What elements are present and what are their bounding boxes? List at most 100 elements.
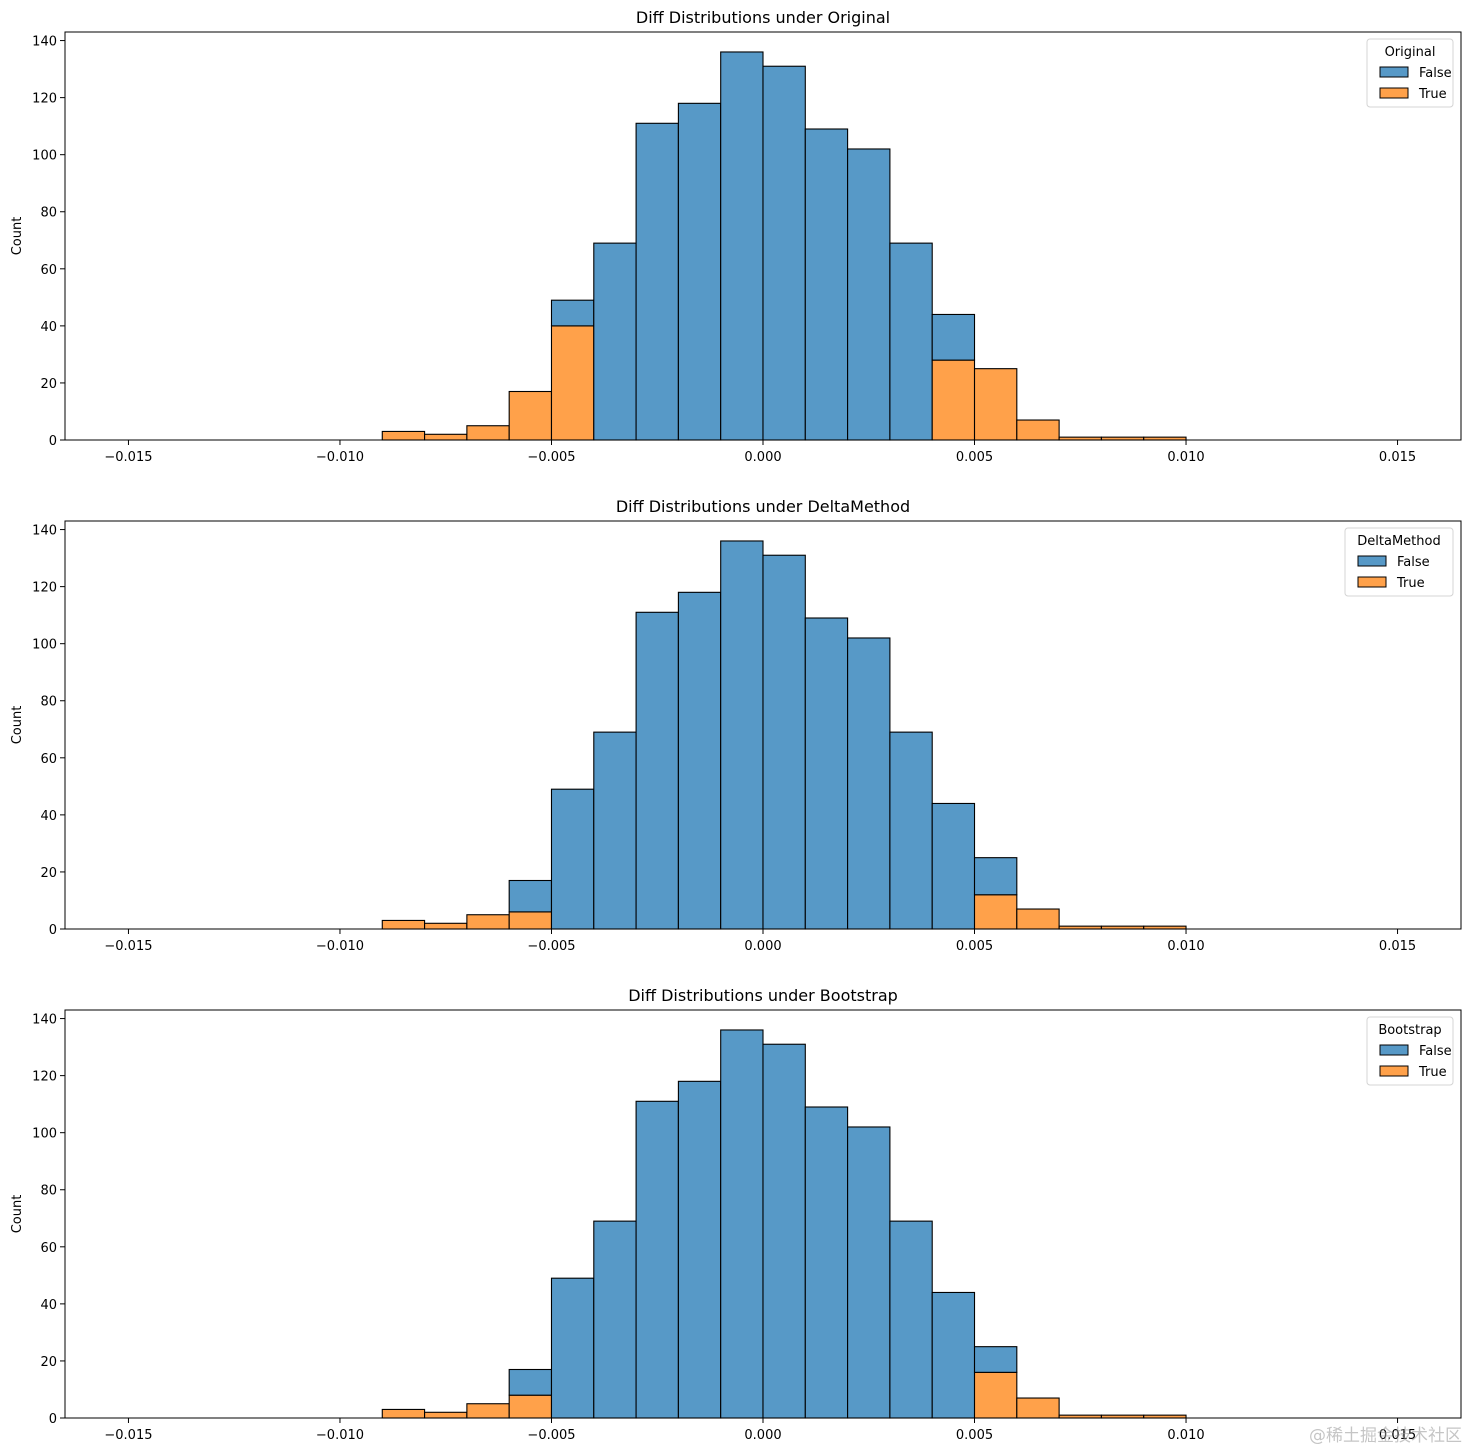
x-tick-label: 0.010 (1167, 939, 1204, 954)
bar-true (1016, 419, 1060, 441)
watermark: @稀土掘金技术社区 (1309, 1426, 1462, 1446)
y-tick-label: 120 (32, 92, 57, 107)
legend-label-true: True (1418, 87, 1447, 102)
bar-false (931, 313, 976, 361)
x-tick-label: 0.015 (1379, 450, 1416, 465)
legend: Bootstrap False True (1366, 1016, 1454, 1086)
bar-false (847, 637, 891, 930)
y-tick-label: 60 (40, 263, 57, 278)
bar-false (550, 788, 595, 930)
x-tick-label: 0.000 (744, 1428, 781, 1443)
bar-false (635, 122, 679, 441)
bar-false (508, 879, 553, 913)
y-axis-label: Count (10, 1195, 25, 1234)
y-tick-label: 0 (49, 923, 57, 938)
y-tick-label: 80 (40, 206, 57, 221)
x-tick-label: −0.005 (527, 939, 575, 954)
bar-false (973, 1346, 1018, 1373)
bar-false (720, 540, 764, 930)
bar-true (466, 1403, 510, 1419)
bar-true (381, 1408, 426, 1419)
y-tick-label: 20 (40, 377, 57, 392)
bar-false (593, 731, 637, 930)
legend: Original False True (1366, 38, 1454, 108)
bar-true (381, 430, 426, 441)
bar-false (931, 802, 976, 930)
bar-false (720, 1029, 764, 1419)
bar-true (550, 325, 595, 441)
y-tick-label: 20 (40, 866, 57, 881)
legend-swatch-false (1379, 1044, 1409, 1056)
chart-title: Diff Distributions under DeltaMethod (616, 497, 910, 516)
y-axis-label: Count (10, 706, 25, 745)
bar-true (508, 390, 553, 441)
bar-false (889, 1220, 933, 1419)
bar-false (804, 617, 849, 930)
bar-false (593, 242, 637, 441)
bar-false (889, 731, 933, 930)
bar-true (424, 1411, 468, 1419)
x-tick-label: −0.005 (527, 1428, 575, 1443)
x-tick-label: −0.015 (104, 939, 152, 954)
bar-false (635, 1100, 679, 1419)
x-tick-label: −0.010 (316, 1428, 364, 1443)
x-tick-label: −0.015 (104, 1428, 152, 1443)
bar-false (931, 1291, 976, 1419)
y-tick-label: 100 (32, 149, 57, 164)
x-tick-label: 0.015 (1379, 939, 1416, 954)
chart-title: Diff Distributions under Original (636, 8, 890, 27)
legend-label-true: True (1396, 576, 1425, 591)
y-tick-label: 40 (40, 1298, 57, 1313)
x-tick-label: −0.010 (316, 450, 364, 465)
subplot-2: Diff Distributions under DeltaMethod Coun… (10, 497, 1462, 954)
y-tick-label: 60 (40, 1241, 57, 1256)
bar-false (804, 1106, 849, 1419)
y-tick-label: 40 (40, 809, 57, 824)
bar-true (466, 914, 510, 930)
bar-true (508, 911, 553, 930)
bar-false (847, 148, 891, 441)
legend: DeltaMethod False True (1344, 527, 1454, 597)
bar-true (973, 1371, 1018, 1419)
x-tick-label: 0.015 (1379, 1428, 1416, 1443)
subplot-3: Diff Distributions under Bootstrap Count −… (10, 986, 1462, 1443)
y-tick-label: 80 (40, 695, 57, 710)
bar-false (720, 51, 764, 441)
bar-false (677, 591, 722, 930)
x-tick-label: −0.005 (527, 450, 575, 465)
bar-false (762, 1043, 806, 1419)
legend-label-false: False (1419, 1044, 1452, 1059)
bar-true (1016, 1397, 1060, 1419)
y-tick-label: 120 (32, 581, 57, 596)
bar-false (635, 611, 679, 930)
y-tick-label: 40 (40, 320, 57, 335)
x-tick-label: 0.005 (956, 1428, 993, 1443)
bar-true (508, 1394, 553, 1419)
subplot-1: Diff Distributions under Original Count −0… (10, 8, 1462, 465)
x-tick-label: 0.005 (956, 939, 993, 954)
legend-label-false: False (1397, 555, 1430, 570)
legend-title: Bootstrap (1378, 1023, 1441, 1038)
bar-false (847, 1126, 891, 1419)
y-tick-label: 100 (32, 638, 57, 653)
legend-swatch-true (1379, 87, 1409, 99)
y-tick-label: 20 (40, 1355, 57, 1370)
bar-false (550, 1277, 595, 1419)
legend-title: DeltaMethod (1357, 534, 1440, 549)
chart-title: Diff Distributions under Bootstrap (628, 986, 898, 1005)
y-tick-label: 140 (32, 1013, 57, 1028)
x-tick-label: 0.005 (956, 450, 993, 465)
bar-true (424, 922, 468, 930)
x-tick-label: 0.000 (744, 450, 781, 465)
bar-false (677, 102, 722, 441)
legend-swatch-true (1357, 576, 1387, 588)
legend-swatch-false (1357, 555, 1387, 567)
bar-false (762, 65, 806, 441)
x-tick-label: −0.010 (316, 939, 364, 954)
legend-title: Original (1385, 45, 1436, 60)
bar-false (677, 1080, 722, 1419)
bar-true (973, 894, 1018, 930)
bar-false (973, 857, 1018, 896)
bar-false (593, 1220, 637, 1419)
bar-true (931, 359, 976, 441)
